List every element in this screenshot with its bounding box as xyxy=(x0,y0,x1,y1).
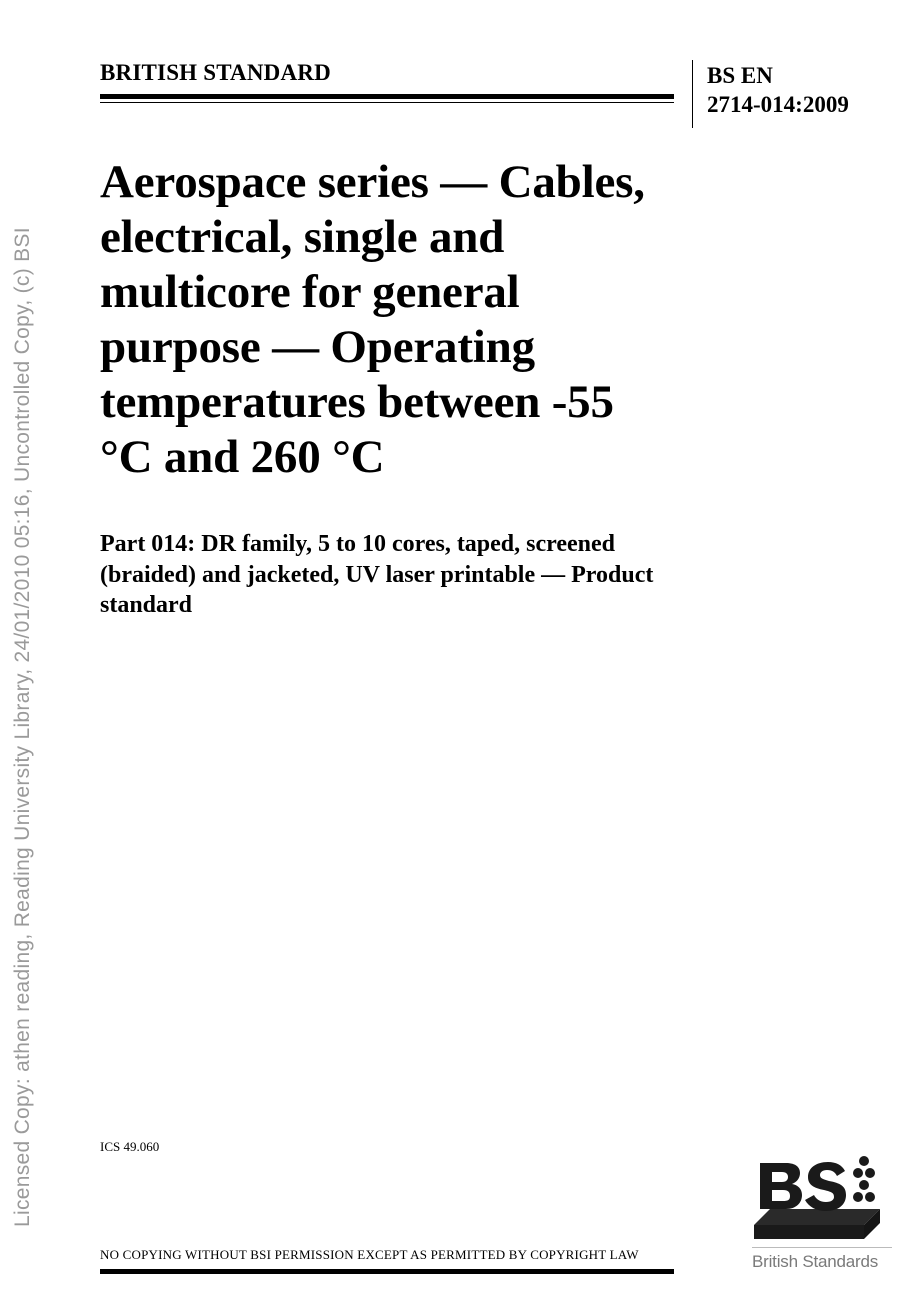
main-column: BRITISH STANDARD Aerospace series — Cabl… xyxy=(100,60,692,1274)
standard-type-label: BRITISH STANDARD xyxy=(100,60,674,94)
right-column: BS EN 2714-014:2009 xyxy=(692,60,892,1274)
doc-number-block: BS EN 2714-014:2009 xyxy=(692,60,892,128)
document-title: Aerospace series — Cables, electrical, s… xyxy=(100,155,674,485)
copyright-notice: NO COPYING WITHOUT BSI PERMISSION EXCEPT… xyxy=(100,1247,674,1263)
footer-rule xyxy=(100,1269,674,1274)
content-frame: BRITISH STANDARD Aerospace series — Cabl… xyxy=(100,60,892,1274)
doc-number-line1: BS EN xyxy=(707,62,892,91)
header-rule-thin xyxy=(100,102,674,103)
doc-number-line2: 2714-014:2009 xyxy=(707,91,892,120)
license-watermark: Licensed Copy: athen reading, Reading Un… xyxy=(11,227,35,1227)
bsi-logo-icon xyxy=(752,1153,882,1245)
header-rule-thick xyxy=(100,94,674,99)
document-page: Licensed Copy: athen reading, Reading Un… xyxy=(0,0,920,1302)
bsi-logo-block: British Standards xyxy=(752,1153,892,1272)
ics-code: ICS 49.060 xyxy=(100,829,674,1155)
document-subtitle: Part 014: DR family, 5 to 10 cores, tape… xyxy=(100,529,674,621)
logo-caption: British Standards xyxy=(752,1247,892,1272)
